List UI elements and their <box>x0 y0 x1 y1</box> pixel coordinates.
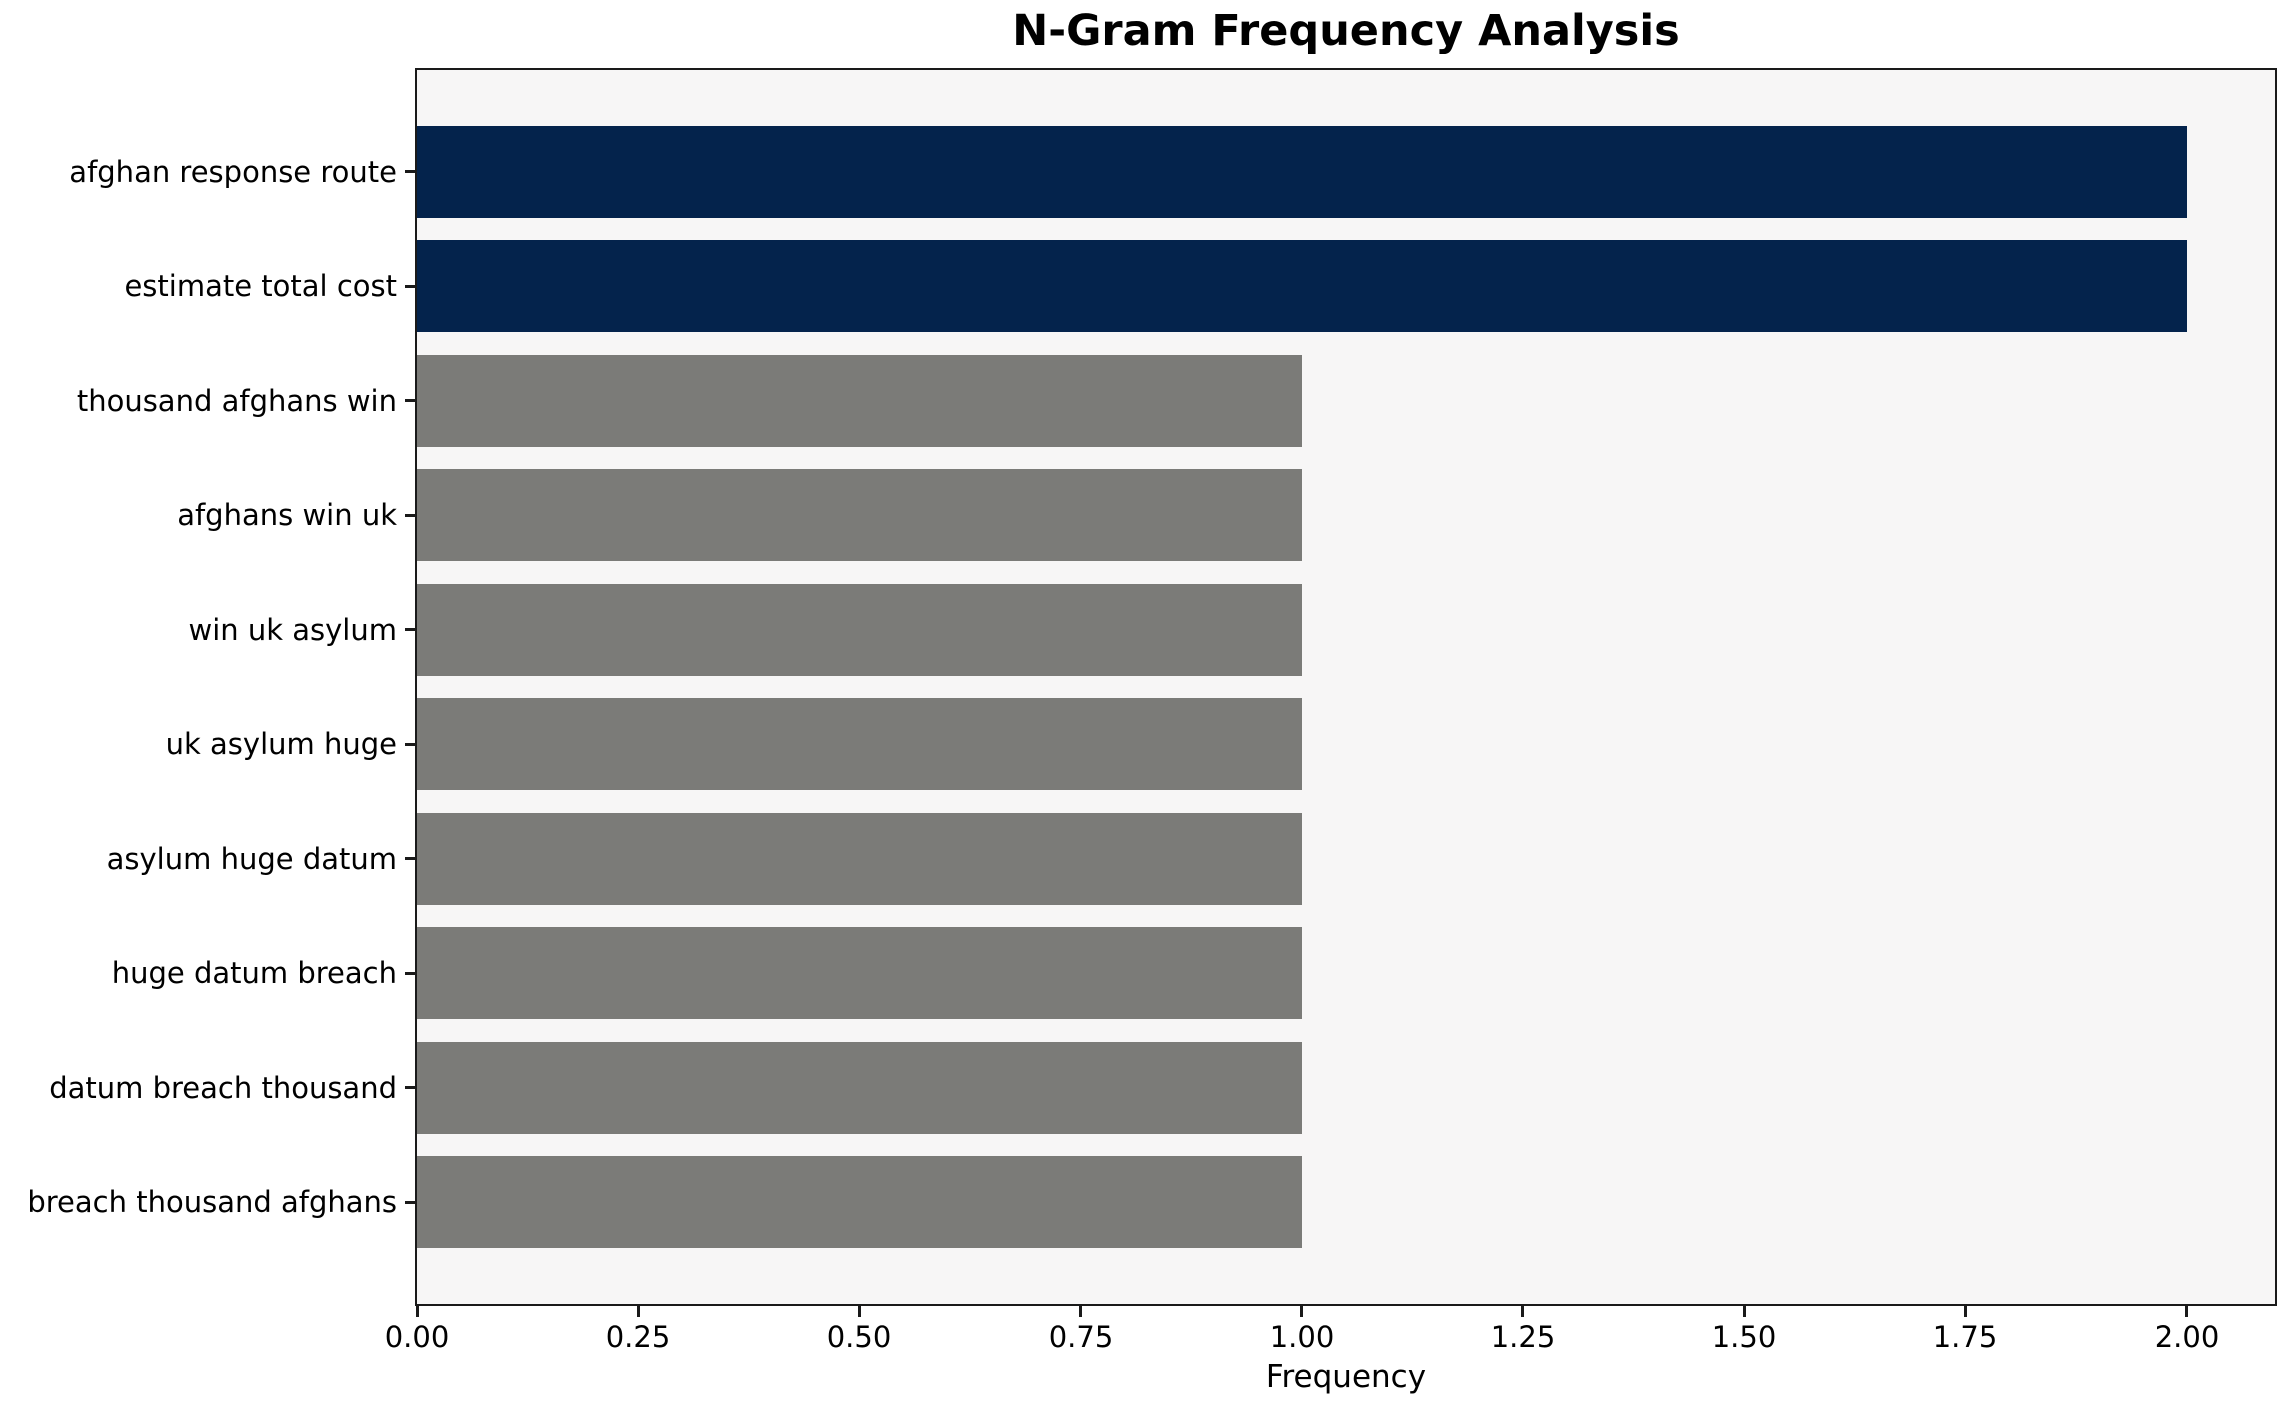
x-tick-label: 0.75 <box>1048 1320 1114 1354</box>
x-tick-mark <box>1079 1306 1082 1317</box>
x-tick-mark <box>2185 1306 2188 1317</box>
bar <box>417 698 1302 790</box>
y-tick-mark <box>405 399 417 402</box>
y-tick-mark <box>405 170 417 173</box>
x-tick-label: 0.25 <box>605 1320 671 1354</box>
y-tick-label: win uk asylum <box>188 613 398 647</box>
x-tick-label: 0.50 <box>826 1320 892 1354</box>
y-tick-label: afghan response route <box>69 155 397 189</box>
chart-title: N-Gram Frequency Analysis <box>1012 6 1680 56</box>
y-tick-mark <box>405 1201 417 1204</box>
y-tick-label: breach thousand afghans <box>27 1185 397 1219</box>
x-tick-label: 1.75 <box>1932 1320 1998 1354</box>
y-tick-label: uk asylum huge <box>165 727 397 761</box>
x-tick-mark <box>637 1306 640 1317</box>
x-tick-label: 0.00 <box>384 1320 450 1354</box>
bar <box>417 927 1302 1019</box>
bar <box>417 126 2187 218</box>
x-tick-label: 1.25 <box>1490 1320 1556 1354</box>
y-tick-mark <box>405 857 417 860</box>
y-tick-label: thousand afghans win <box>76 384 397 418</box>
bar <box>417 469 1302 561</box>
y-tick-label: afghans win uk <box>177 498 397 532</box>
bar <box>417 1042 1302 1134</box>
bar <box>417 355 1302 447</box>
x-tick-mark <box>416 1306 419 1317</box>
x-tick-mark <box>1964 1306 1967 1317</box>
bar <box>417 584 1302 676</box>
bar <box>417 240 2187 332</box>
y-tick-label: asylum huge datum <box>106 842 397 876</box>
x-tick-label: 1.50 <box>1711 1320 1777 1354</box>
bar <box>417 813 1302 905</box>
x-tick-mark <box>1300 1306 1303 1317</box>
x-tick-label: 2.00 <box>2154 1320 2220 1354</box>
y-tick-label: datum breach thousand <box>49 1071 397 1105</box>
y-tick-mark <box>405 514 417 517</box>
y-tick-mark <box>405 628 417 631</box>
y-tick-mark <box>405 743 417 746</box>
x-tick-mark <box>1521 1306 1524 1317</box>
y-tick-mark <box>405 972 417 975</box>
x-axis-label: Frequency <box>1265 1359 1427 1395</box>
x-tick-mark <box>1743 1306 1746 1317</box>
y-tick-label: estimate total cost <box>124 269 397 303</box>
y-tick-mark <box>405 1086 417 1089</box>
y-tick-label: huge datum breach <box>111 956 397 990</box>
y-tick-mark <box>405 285 417 288</box>
x-tick-label: 1.00 <box>1269 1320 1335 1354</box>
x-tick-mark <box>858 1306 861 1317</box>
bar <box>417 1156 1302 1248</box>
plot-area <box>417 70 2275 1304</box>
